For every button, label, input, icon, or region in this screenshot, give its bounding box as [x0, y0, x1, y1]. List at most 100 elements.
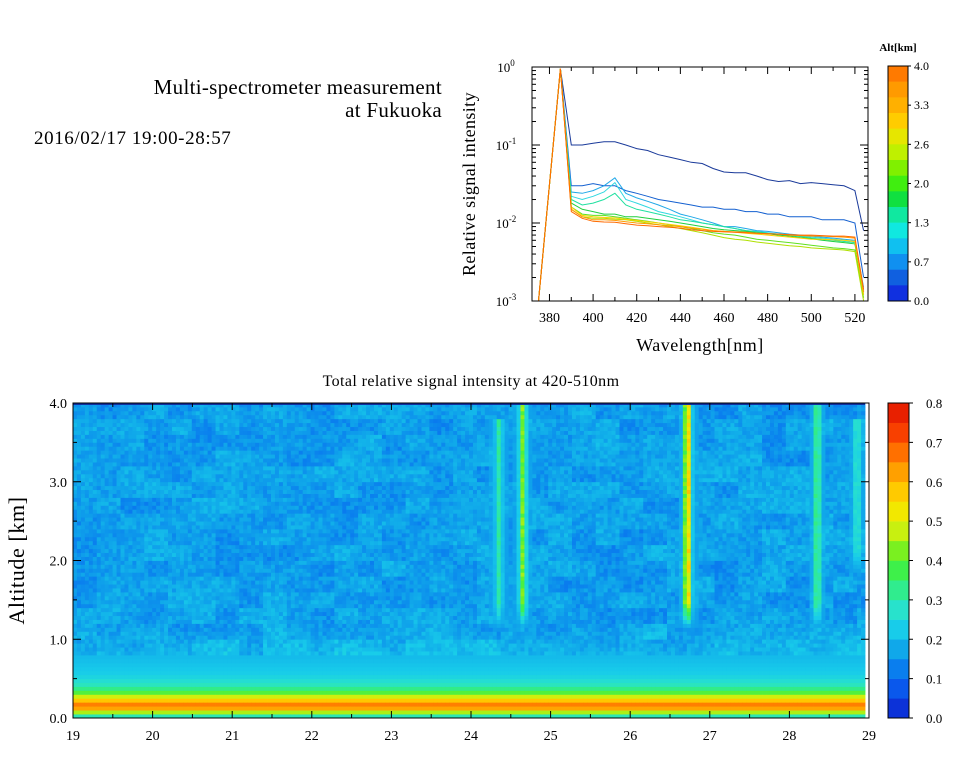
heatmap-cell: [310, 548, 315, 554]
heatmap-cell: [136, 489, 141, 494]
heatmap-cell: [175, 706, 181, 711]
heatmap-cell: [278, 702, 284, 707]
heatmap-cell: [278, 714, 284, 719]
heatmap-cell: [187, 647, 193, 652]
heatmap-cell: [310, 694, 315, 699]
heatmap-cell: [120, 403, 125, 408]
heatmap-cell: [282, 477, 288, 483]
heatmap-cell: [298, 501, 304, 506]
heatmap-cell: [231, 611, 236, 617]
heatmap-cell: [235, 639, 240, 644]
heatmap-cell: [247, 446, 252, 451]
heatmap-cell: [84, 529, 90, 534]
heatmap-cell: [207, 670, 212, 676]
heatmap-cell: [132, 485, 137, 491]
heatmap-cell: [286, 548, 292, 554]
heatmap-cell: [116, 619, 121, 624]
heatmap-cell: [80, 674, 86, 680]
heatmap-cell: [255, 521, 260, 526]
heatmap-cell: [282, 403, 288, 408]
heatmap-cell: [164, 564, 169, 569]
heatmap-cell: [251, 536, 256, 542]
heatmap-cell: [267, 418, 272, 424]
heatmap-cell: [286, 623, 292, 628]
heatmap-cell: [274, 607, 280, 613]
heatmap-cell: [140, 469, 145, 475]
heatmap-cell: [259, 406, 264, 412]
heatmap-cell: [263, 666, 268, 672]
heatmap-cell: [274, 666, 280, 672]
heatmap-cell: [112, 572, 117, 577]
heatmap-cell: [310, 599, 315, 605]
heatmap-cell: [235, 521, 240, 526]
heatmap-cell: [168, 588, 173, 593]
heatmap-cell: [306, 434, 312, 439]
heatmap-cell: [290, 493, 296, 498]
heatmap-cell: [164, 682, 169, 687]
heatmap-cell: [124, 548, 129, 554]
heatmap-cell: [116, 674, 121, 680]
heatmap-cell: [286, 434, 292, 439]
heatmap-cell: [294, 714, 300, 719]
heatmap-cell: [302, 556, 308, 561]
heatmap-cell: [116, 643, 121, 648]
heatmap-cell: [203, 454, 209, 459]
heatmap-cell: [219, 410, 224, 416]
heatmap-cell: [274, 658, 280, 664]
heatmap-cell: [286, 410, 292, 416]
heatmap-cell: [235, 710, 240, 715]
heatmap-cell: [278, 576, 284, 581]
heatmap-cell: [290, 607, 296, 613]
heatmap-cell: [219, 568, 224, 573]
heatmap-cell: [239, 631, 244, 636]
heatmap-cell: [191, 552, 197, 557]
heatmap-cell: [195, 690, 201, 695]
heatmap-cell: [183, 643, 189, 648]
spectrum-series-0: [538, 68, 865, 301]
heatmap-cell: [255, 529, 260, 534]
heatmap-cell: [302, 525, 308, 530]
heatmap-cell: [263, 517, 268, 522]
heatmap-cell: [116, 529, 121, 534]
heatmap-cell: [148, 560, 153, 565]
heatmap-cell: [255, 450, 260, 455]
heatmap-cell: [128, 623, 133, 628]
heatmap-cell: [235, 698, 240, 703]
heatmap-cell: [73, 666, 78, 672]
heatmap-cell: [148, 418, 153, 424]
heatmap-cell: [294, 702, 300, 707]
heatmap-cell: [290, 611, 296, 617]
heatmap-cell: [191, 481, 197, 487]
heatmap-cell: [128, 493, 133, 498]
heatmap-cell: [156, 513, 161, 518]
heatmap-cell: [116, 584, 121, 589]
heatmap-cell: [156, 477, 161, 483]
heatmap-cell: [211, 481, 216, 487]
heatmap-cell: [128, 682, 133, 687]
heatmap-cell: [227, 560, 232, 565]
heatmap-cell: [235, 655, 240, 660]
heatmap-cell: [144, 584, 149, 589]
heatmap-cell: [140, 414, 145, 420]
heatmap-cell: [259, 670, 264, 676]
heatmap-cell: [175, 473, 181, 479]
heatmap-cell: [112, 592, 117, 597]
heatmap-cell: [168, 655, 173, 660]
heatmap-cell: [223, 509, 228, 514]
heatmap-cell: [160, 670, 165, 676]
heatmap-cell: [247, 466, 252, 471]
heatmap-cell: [148, 694, 153, 699]
heatmap-cell: [175, 658, 181, 664]
heatmap-cell: [259, 481, 264, 487]
heatmap-cell: [183, 525, 189, 530]
heatmap-cell: [144, 521, 149, 526]
heatmap-cell: [243, 454, 248, 459]
heatmap-cell: [175, 698, 181, 703]
heatmap-cell: [310, 702, 315, 707]
heatmap-cell: [310, 592, 315, 597]
heatmap-cell: [215, 434, 220, 439]
heatmap-cell: [282, 410, 288, 416]
heatmap-cell: [152, 690, 157, 695]
heatmap-cell: [203, 584, 209, 589]
heatmap-cell: [88, 442, 94, 447]
